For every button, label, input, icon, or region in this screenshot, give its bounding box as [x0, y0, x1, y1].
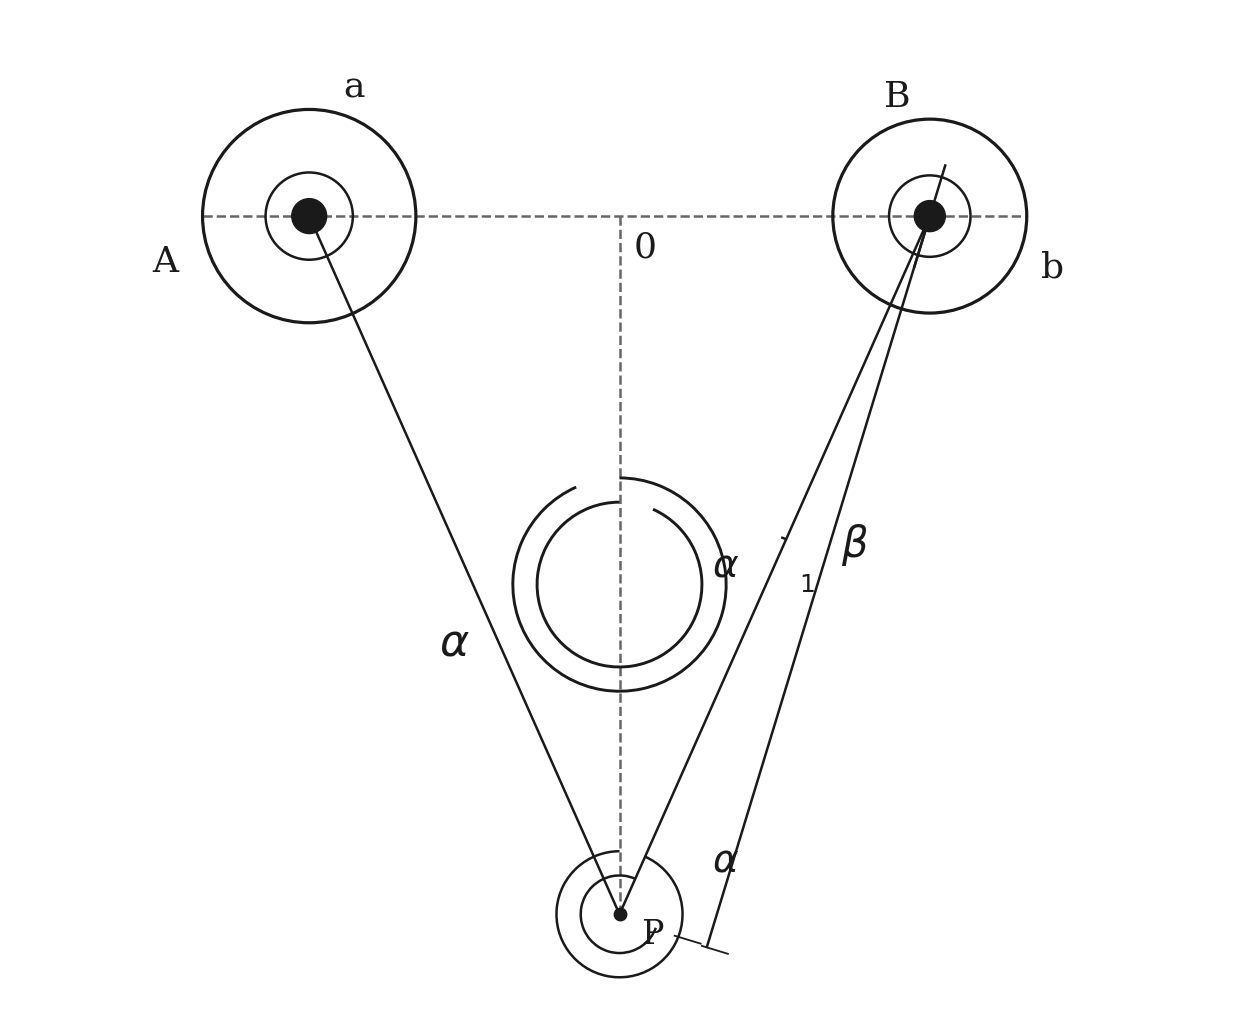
- Text: P: P: [641, 919, 663, 951]
- Text: B: B: [883, 80, 911, 115]
- Text: $\alpha$: $\alpha$: [440, 622, 470, 664]
- Text: $\beta$: $\beta$: [841, 522, 869, 568]
- Circle shape: [291, 199, 327, 233]
- Text: $\alpha$: $\alpha$: [711, 547, 738, 584]
- Circle shape: [914, 201, 945, 231]
- Text: $\alpha$: $\alpha$: [711, 842, 738, 880]
- Text: a: a: [343, 71, 364, 104]
- Text: b: b: [1041, 250, 1064, 284]
- Text: 1: 1: [799, 573, 815, 596]
- Text: A: A: [152, 245, 178, 279]
- Text: 0: 0: [634, 230, 657, 265]
